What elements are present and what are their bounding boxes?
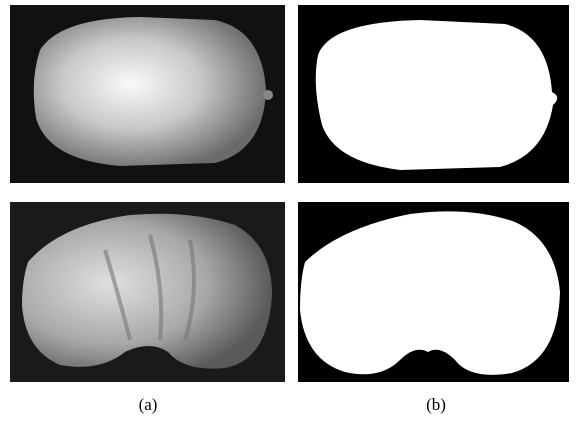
- panel-a-bottom: [10, 202, 285, 382]
- panel-a-top: [10, 5, 285, 183]
- panel-label: (b): [426, 395, 446, 414]
- figure: (a) (b): [0, 0, 577, 417]
- panel-label: (a): [139, 395, 158, 414]
- panel-b-top: [298, 5, 569, 183]
- panel-b-bottom: [298, 202, 569, 382]
